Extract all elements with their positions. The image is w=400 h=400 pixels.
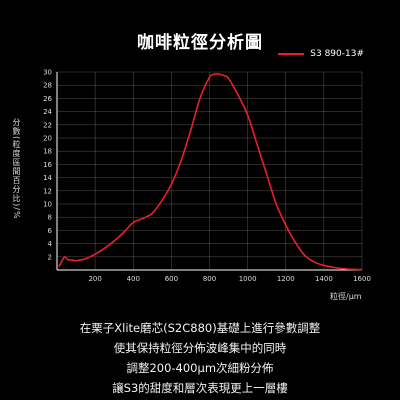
y-tick-label: 16: [43, 161, 52, 169]
x-tick-label: 200: [88, 275, 101, 283]
x-tick-label: 600: [165, 275, 178, 283]
y-tick-label: 12: [43, 187, 52, 195]
description: 在栗子Xlite磨芯(S2C880)基礎上進行參數調整 使其保持粒徑分佈波峰集中…: [0, 318, 400, 398]
description-line-4: 讓S3的甜度和層次表現更上一層樓: [112, 381, 288, 395]
y-tick-label: 28: [43, 82, 52, 90]
y-tick-label: 14: [43, 174, 52, 182]
y-tick-label: 20: [43, 135, 52, 143]
legend-label: S3 890-13#: [310, 49, 364, 59]
description-line-2: 使其保持粒徑分佈波峰集中的同時: [113, 341, 287, 355]
y-tick-label: 22: [43, 121, 52, 129]
x-tick-label: 1000: [239, 275, 257, 283]
y-tick-label: 8: [48, 214, 52, 222]
legend: S3 890-13#: [278, 49, 364, 59]
y-tick-label: 2: [48, 253, 52, 261]
series-line: [58, 73, 363, 271]
x-tick-label: 1600: [353, 275, 371, 283]
x-axis-label: 粒徑/μm: [330, 292, 362, 301]
y-tick-label: 10: [43, 201, 52, 209]
y-tick-label: 26: [43, 95, 52, 103]
x-tick-label: 1200: [277, 275, 295, 283]
x-tick-label: 1400: [315, 275, 333, 283]
chart-title: 咖啡粒徑分析圖: [137, 33, 263, 53]
y-tick-label: 30: [43, 69, 52, 77]
y-tick-label: 4: [48, 240, 53, 248]
x-tick-label: 400: [127, 275, 140, 283]
legend-line-swatch: [278, 53, 305, 55]
description-line-3: 調整200-400μm次細粉分佈: [126, 361, 274, 375]
y-tick-label: 18: [43, 148, 52, 156]
description-line-1: 在栗子Xlite磨芯(S2C880)基礎上進行參數調整: [79, 321, 321, 335]
y-axis-label: 分數(粒度區間百分比)/%: [12, 118, 21, 220]
y-tick-label: 24: [43, 108, 52, 116]
y-tick-label: 6: [48, 227, 53, 235]
x-tick-label: 800: [203, 275, 216, 283]
